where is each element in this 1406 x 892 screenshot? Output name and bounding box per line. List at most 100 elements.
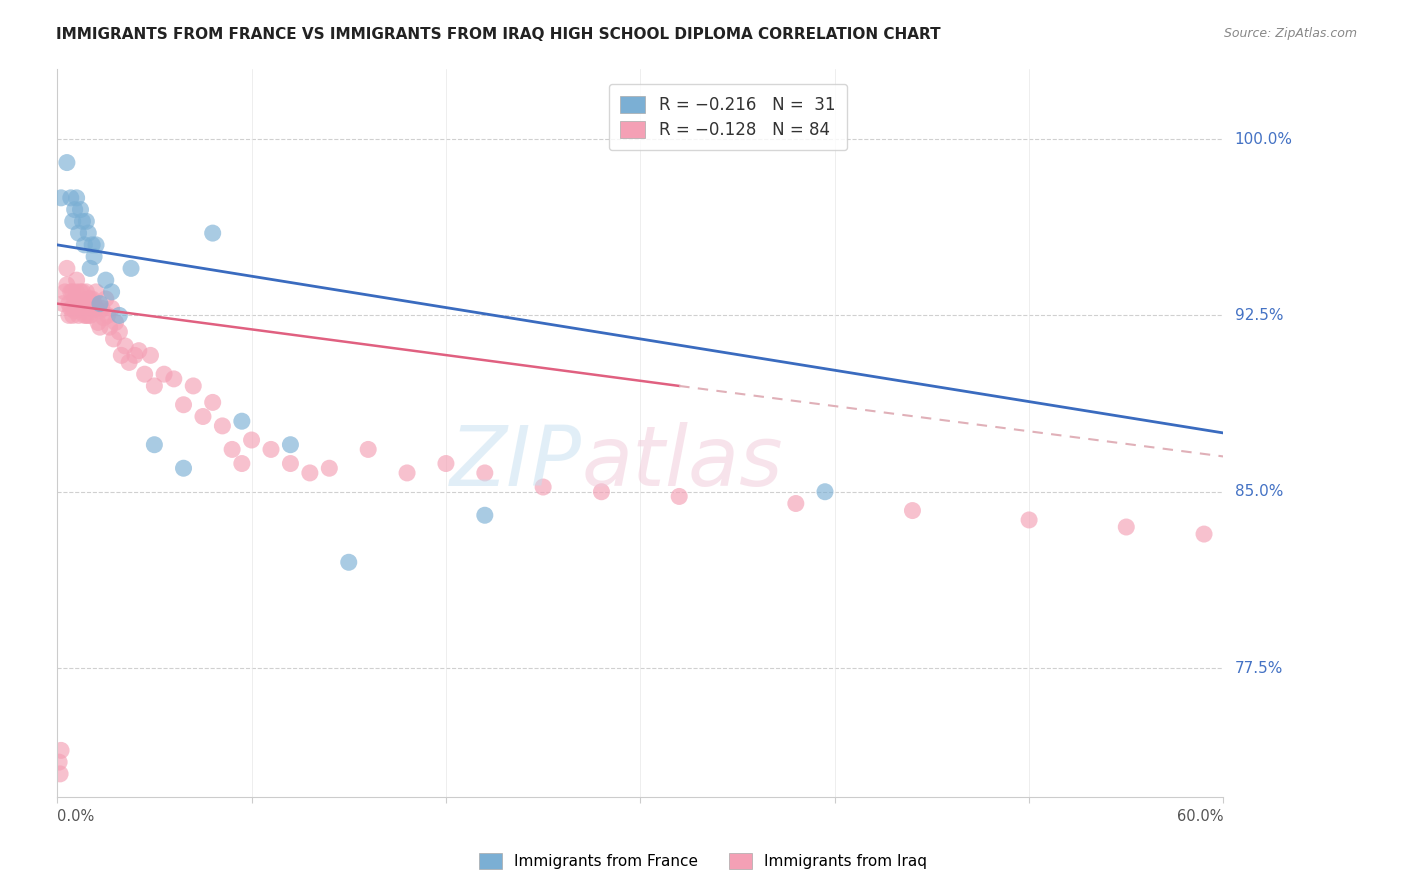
Point <box>153 367 176 381</box>
Point <box>65 301 87 316</box>
Point <box>100 285 122 299</box>
Point <box>82 301 104 316</box>
Point <box>58 296 80 310</box>
Point <box>114 339 136 353</box>
Point <box>62 309 84 323</box>
Point <box>83 250 105 264</box>
Text: 92.5%: 92.5% <box>1234 308 1284 323</box>
Point <box>82 292 104 306</box>
Point <box>73 309 96 323</box>
Point <box>52 296 75 310</box>
Point <box>77 226 100 240</box>
Point <box>84 285 107 299</box>
Point <box>75 214 97 228</box>
Point <box>128 343 150 358</box>
Point <box>901 503 924 517</box>
Point <box>62 214 84 228</box>
Point <box>434 457 457 471</box>
Text: atlas: atlas <box>582 422 783 502</box>
Point <box>58 309 80 323</box>
Point <box>56 261 79 276</box>
Point <box>318 461 340 475</box>
Point <box>69 301 91 316</box>
Point <box>84 238 107 252</box>
Text: IMMIGRANTS FROM FRANCE VS IMMIGRANTS FROM IRAQ HIGH SCHOOL DIPLOMA CORRELATION C: IMMIGRANTS FROM FRANCE VS IMMIGRANTS FRO… <box>56 27 941 42</box>
Point <box>63 303 86 318</box>
Point <box>75 285 97 299</box>
Point <box>337 555 360 569</box>
Point <box>93 310 115 325</box>
Point <box>201 226 224 240</box>
Point <box>87 315 110 329</box>
Point <box>72 214 94 228</box>
Point <box>143 379 166 393</box>
Point <box>56 277 79 292</box>
Point <box>474 508 496 523</box>
Point <box>280 457 302 471</box>
Point <box>67 309 90 323</box>
Point <box>181 379 204 393</box>
Point <box>82 238 104 252</box>
Point <box>67 226 90 240</box>
Point <box>100 301 122 316</box>
Point <box>69 202 91 217</box>
Point <box>785 496 807 510</box>
Point <box>79 261 101 276</box>
Point <box>59 191 82 205</box>
Point <box>49 743 72 757</box>
Legend: Immigrants from France, Immigrants from Iraq: Immigrants from France, Immigrants from … <box>472 847 934 875</box>
Text: 60.0%: 60.0% <box>1177 809 1223 824</box>
Point <box>298 466 321 480</box>
Point <box>62 285 84 299</box>
Point <box>173 461 195 475</box>
Point <box>72 285 94 299</box>
Point <box>240 433 263 447</box>
Point <box>59 301 82 316</box>
Point <box>108 325 131 339</box>
Text: 100.0%: 100.0% <box>1234 131 1292 146</box>
Point <box>77 292 100 306</box>
Legend: R = −0.216   N =  31, R = −0.128   N = 84: R = −0.216 N = 31, R = −0.128 N = 84 <box>609 84 846 151</box>
Point <box>120 261 142 276</box>
Point <box>79 309 101 323</box>
Point <box>97 309 120 323</box>
Point <box>65 285 87 299</box>
Point <box>211 418 233 433</box>
Point <box>118 355 141 369</box>
Point <box>48 755 70 769</box>
Point <box>65 273 87 287</box>
Point <box>89 296 111 310</box>
Point <box>173 398 195 412</box>
Point <box>201 395 224 409</box>
Text: 85.0%: 85.0% <box>1234 484 1282 500</box>
Point <box>474 466 496 480</box>
Point <box>814 484 837 499</box>
Point <box>110 348 132 362</box>
Point <box>67 296 90 310</box>
Point <box>63 202 86 217</box>
Point <box>396 466 419 480</box>
Point <box>108 309 131 323</box>
Point <box>90 301 112 316</box>
Point <box>668 490 690 504</box>
Point <box>89 320 111 334</box>
Point <box>79 292 101 306</box>
Point <box>231 414 253 428</box>
Point <box>59 285 82 299</box>
Point <box>124 348 146 362</box>
Point <box>73 296 96 310</box>
Point <box>94 273 117 287</box>
Point <box>103 332 125 346</box>
Point <box>77 309 100 323</box>
Point <box>143 438 166 452</box>
Point <box>104 315 127 329</box>
Point <box>98 320 121 334</box>
Point <box>231 457 253 471</box>
Point <box>65 191 87 205</box>
Point <box>69 285 91 299</box>
Point <box>56 155 79 169</box>
Text: 0.0%: 0.0% <box>58 809 94 824</box>
Point <box>357 442 380 457</box>
Point <box>49 191 72 205</box>
Point <box>163 372 186 386</box>
